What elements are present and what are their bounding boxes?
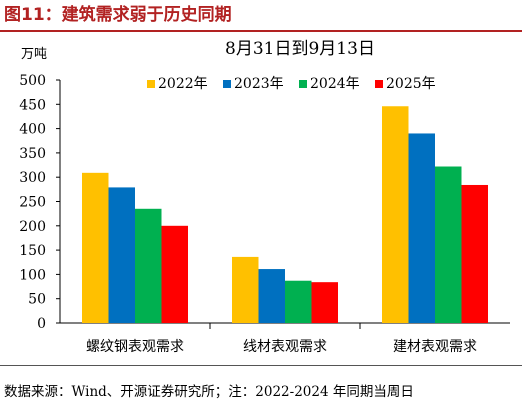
y-tick-label: 350 [19, 146, 46, 162]
legend-label-2024年: 2024年 [310, 76, 360, 92]
legend-label-2022年: 2022年 [158, 76, 208, 92]
bar-2023年-线材表观需求 [258, 269, 285, 323]
legend-label-2023年: 2023年 [234, 76, 284, 92]
bar-chart: 0 50 100 150 200 250 300 350 400 450 500 螺纹钢表观需求 线材表… [19, 39, 510, 355]
x-category-label: 螺纹钢表观需求 [86, 339, 184, 355]
y-tick-label: 50 [28, 292, 46, 308]
legend-group: 2022年 2023年 2024年 2025年 [147, 76, 436, 92]
title-divider [0, 30, 522, 32]
bar-2023年-建材表观需求 [408, 133, 435, 323]
legend-swatch-2022年 [147, 80, 155, 88]
source-note: 数据来源：Wind、开源证券研究所；注：2022-2024 年同期当周日 [4, 384, 414, 400]
source-divider [0, 365, 522, 366]
y-tick-label: 100 [19, 267, 46, 283]
x-category-label: 建材表观需求 [393, 339, 477, 355]
y-axis-unit-label: 万吨 [21, 47, 47, 62]
y-tick-label: 500 [19, 73, 46, 89]
bar-2024年-线材表观需求 [285, 280, 312, 323]
y-tick-label: 200 [19, 219, 46, 235]
y-tick-label: 250 [19, 195, 46, 211]
chart-area: 0 50 100 150 200 250 300 350 400 450 500 螺纹钢表观需求 线材表… [0, 32, 522, 364]
bar-2024年-螺纹钢表观需求 [135, 208, 162, 323]
y-tick-label: 300 [19, 170, 46, 186]
bar-2025年-线材表观需求 [311, 282, 338, 323]
y-tick-label: 400 [19, 122, 46, 138]
bar-2025年-建材表观需求 [461, 184, 488, 323]
bar-2022年-螺纹钢表观需求 [82, 172, 109, 323]
bar-2024年-建材表观需求 [435, 166, 462, 323]
chart-title: 8月31日到9月13日 [225, 39, 375, 59]
y-tick-label: 450 [19, 97, 46, 113]
legend-swatch-2023年 [223, 80, 231, 88]
x-category-label: 线材表观需求 [243, 339, 327, 355]
bar-2025年-螺纹钢表观需求 [161, 225, 188, 323]
legend-swatch-2025年 [375, 80, 383, 88]
legend-label-2025年: 2025年 [386, 76, 436, 92]
y-tick-label: 0 [37, 316, 46, 332]
y-tick-label: 150 [19, 243, 46, 259]
figure-title: 图11：建筑需求弱于历史同期 [4, 5, 232, 25]
bar-2022年-线材表观需求 [232, 256, 259, 323]
legend-swatch-2024年 [299, 80, 307, 88]
bars-group [82, 106, 488, 323]
bar-2022年-建材表观需求 [382, 106, 409, 323]
axes-group: 0 50 100 150 200 250 300 350 400 450 500 螺纹钢表观需求 线材表… [19, 73, 510, 355]
bar-2023年-螺纹钢表观需求 [108, 187, 135, 323]
